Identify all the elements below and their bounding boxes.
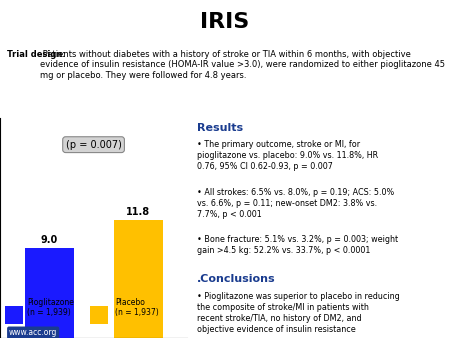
Text: 11.8: 11.8 bbox=[126, 207, 150, 217]
Text: • All strokes: 6.5% vs. 8.0%, p = 0.19; ACS: 5.0%
vs. 6.6%, p = 0.11; new-onset : • All strokes: 6.5% vs. 8.0%, p = 0.19; … bbox=[197, 188, 394, 219]
Text: 9.0: 9.0 bbox=[40, 235, 58, 245]
Text: • Pioglitazone was superior to placebo in reducing
the composite of stroke/MI in: • Pioglitazone was superior to placebo i… bbox=[197, 292, 400, 334]
Text: Pioglitazone
(n = 1,939): Pioglitazone (n = 1,939) bbox=[27, 298, 74, 317]
Text: Placebo
(n = 1,937): Placebo (n = 1,937) bbox=[115, 298, 158, 317]
Bar bbox=[113, 220, 162, 338]
Text: (p = 0.007): (p = 0.007) bbox=[66, 140, 122, 150]
Text: IRIS: IRIS bbox=[200, 12, 250, 32]
Text: Trial design:: Trial design: bbox=[7, 50, 66, 59]
Text: Results: Results bbox=[197, 123, 243, 133]
Bar bbox=[24, 248, 73, 338]
Text: .Conclusions: .Conclusions bbox=[197, 274, 275, 284]
Text: • Bone fracture: 5.1% vs. 3.2%, p = 0.003; weight
gain >4.5 kg: 52.2% vs. 33.7%,: • Bone fracture: 5.1% vs. 3.2%, p = 0.00… bbox=[197, 235, 398, 255]
Text: • The primary outcome, stroke or MI, for
pioglitazone vs. placebo: 9.0% vs. 11.8: • The primary outcome, stroke or MI, for… bbox=[197, 140, 378, 171]
Text: www.acc.org: www.acc.org bbox=[9, 329, 58, 337]
Text: Patients without diabetes with a history of stroke or TIA within 6 months, with : Patients without diabetes with a history… bbox=[40, 50, 446, 80]
